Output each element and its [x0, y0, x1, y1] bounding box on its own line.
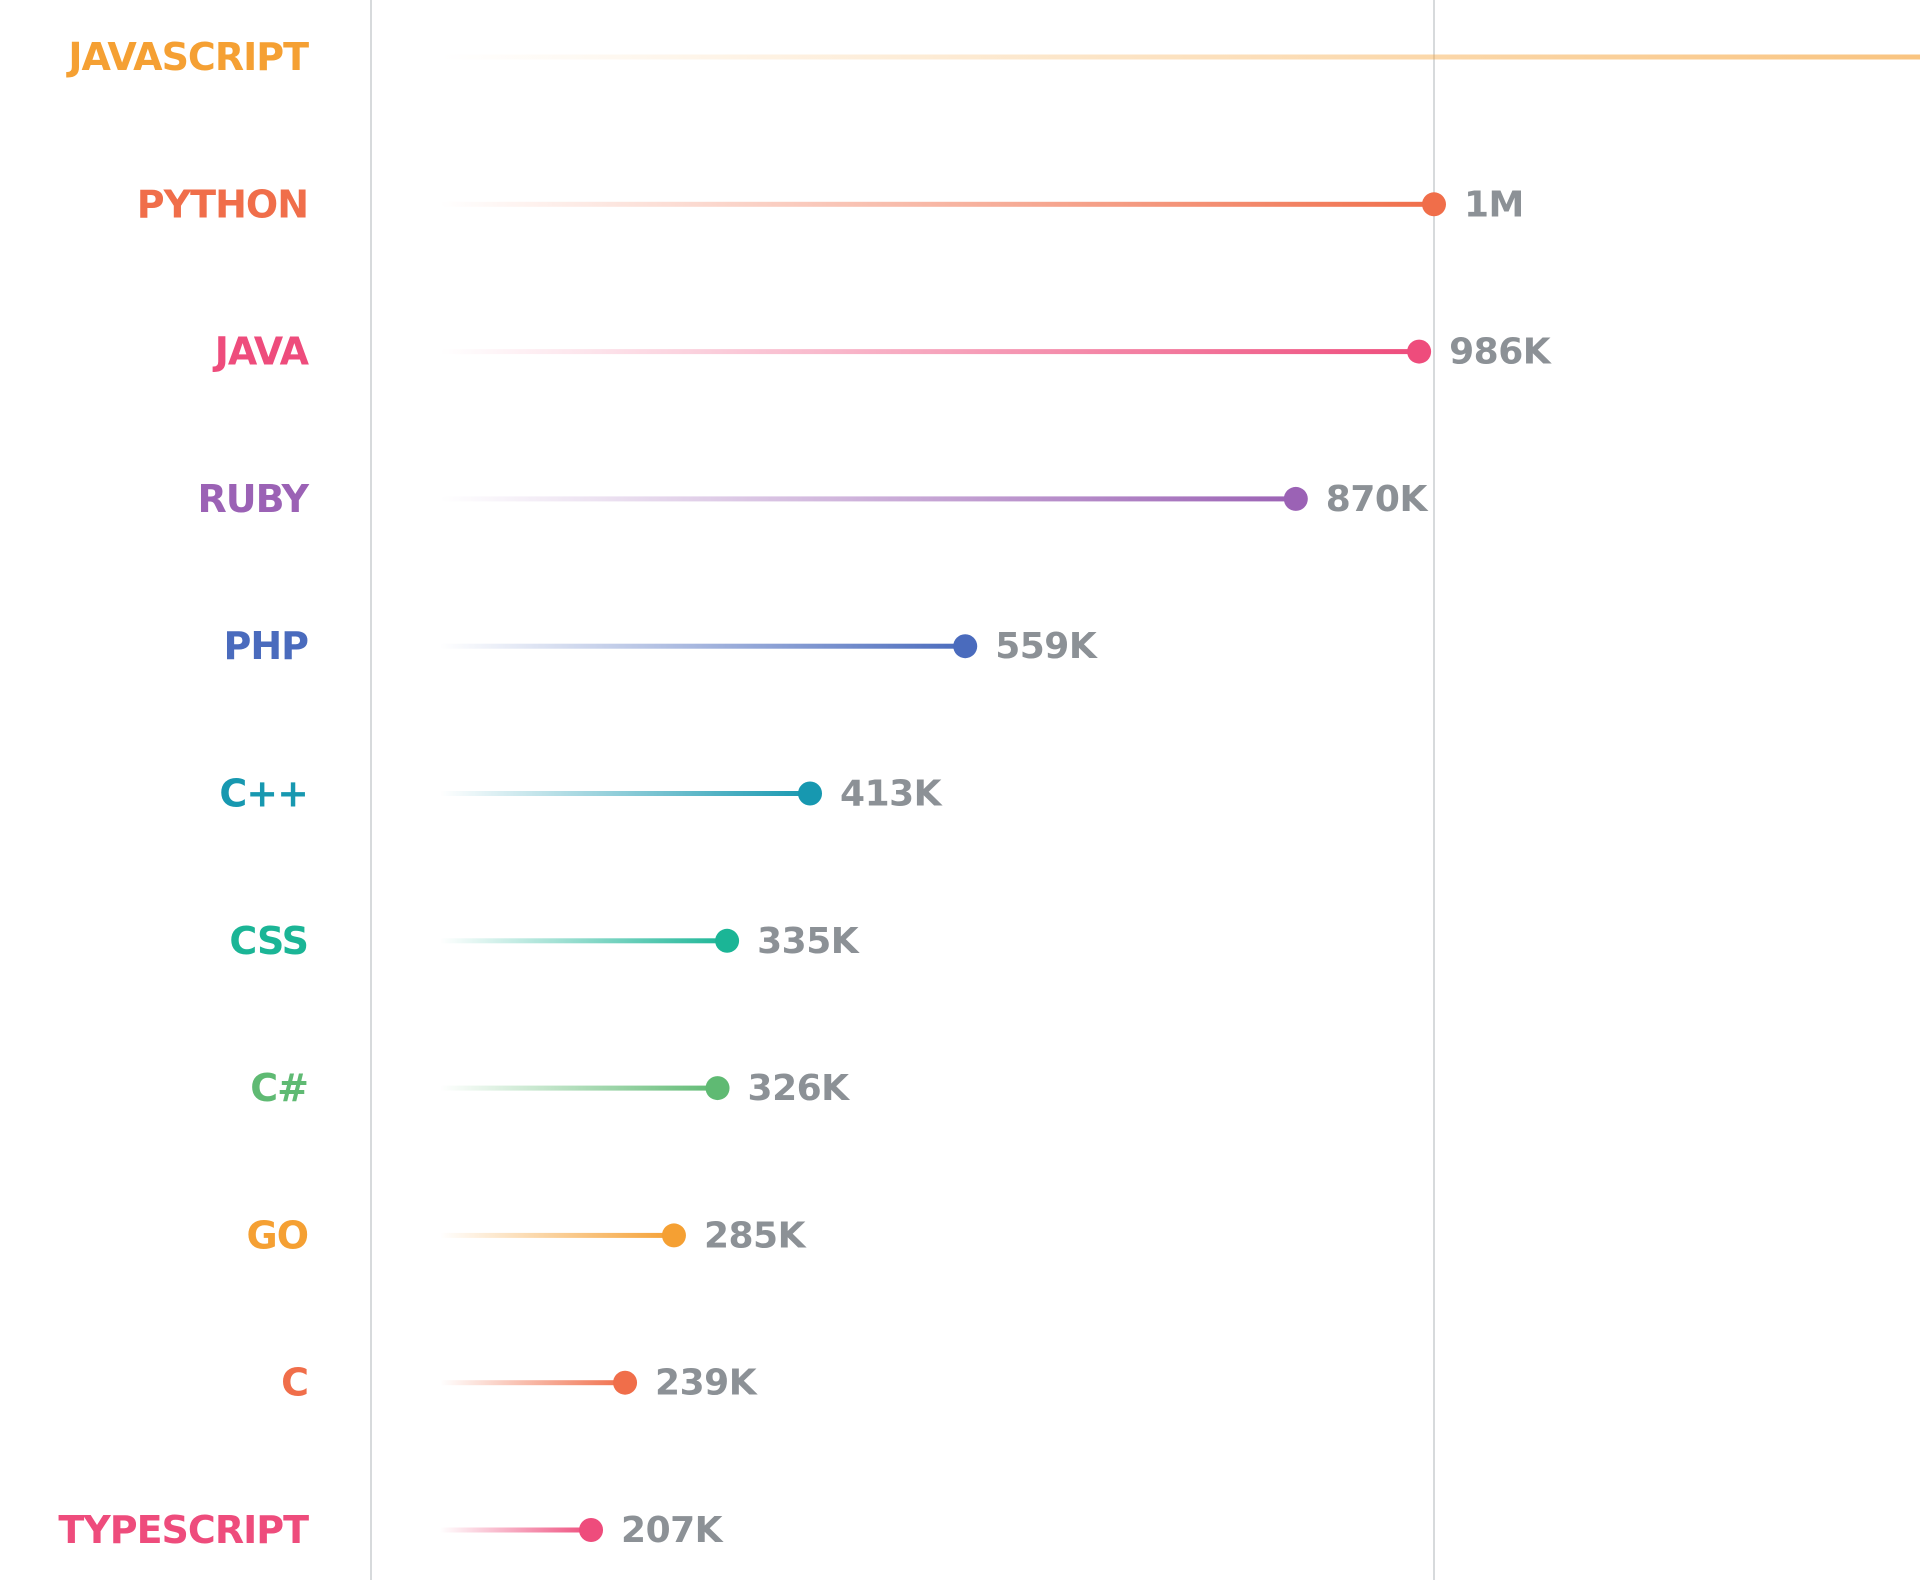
lollipop-dot: [579, 1518, 604, 1542]
lollipop-row: JAVA 986K: [212, 330, 1552, 374]
lollipop-dot: [1422, 192, 1446, 217]
lollipop-dot: [661, 1223, 686, 1248]
lollipop-stem: [440, 54, 1920, 60]
lollipop-row: RUBY 870K: [197, 477, 1428, 521]
category-label: JAVA: [212, 330, 310, 374]
lollipop-row: PYTHON 1M: [137, 182, 1525, 226]
lollipop-stem: [440, 1085, 718, 1091]
lollipop-stem: [440, 938, 728, 944]
value-label: 870K: [1326, 479, 1429, 520]
lollipop-row: C++ 413K: [219, 772, 943, 816]
lollipop-stem: [440, 1527, 592, 1533]
lollipop-row: PHP 559K: [223, 624, 1098, 668]
category-label: PHP: [223, 624, 308, 668]
lollipop-stem: [440, 349, 1420, 355]
lollipop-stem: [440, 201, 1434, 207]
lollipop-stem: [440, 791, 811, 796]
lollipop-dot: [715, 928, 740, 953]
lollipop-stem: [440, 1232, 674, 1238]
value-label: 207K: [621, 1510, 724, 1551]
series-lollipops: JAVASCRIPT2.3M PYTHON 1M JAVA 986K RUBY 870K PH…: [58, 35, 1920, 1552]
category-label: C#: [250, 1066, 308, 1110]
lollipop-dot: [1283, 486, 1308, 511]
category-label: PYTHON: [137, 182, 308, 226]
category-label: CSS: [229, 919, 308, 963]
lollipop-dot: [705, 1076, 730, 1101]
lollipop-stem: [440, 496, 1296, 502]
lollipop-row: C 239K: [281, 1361, 758, 1405]
lollipop-dot: [798, 781, 823, 806]
lollipop-dot: [1407, 339, 1432, 364]
category-label: C: [281, 1361, 308, 1405]
value-label: 239K: [655, 1363, 758, 1404]
lollipop-row: TYPESCRIPT 207K: [58, 1508, 724, 1552]
lollipop-row: CSS 335K: [229, 919, 860, 963]
category-label: JAVASCRIPT: [65, 35, 309, 79]
value-label: 559K: [995, 626, 1098, 667]
gridlines: [370, 0, 1435, 1580]
category-label: C++: [219, 772, 308, 816]
category-label: TYPESCRIPT: [58, 1508, 309, 1552]
value-label: 413K: [840, 774, 943, 815]
lollipop-dot: [953, 634, 978, 659]
value-label: 285K: [704, 1215, 807, 1256]
value-label: 335K: [757, 921, 860, 962]
category-label: RUBY: [197, 477, 309, 521]
lollipop-row: JAVASCRIPT2.3M: [65, 35, 1920, 79]
lollipop-row: C# 326K: [250, 1066, 850, 1110]
value-label: 1M: [1464, 184, 1524, 225]
value-label: 326K: [748, 1068, 851, 1109]
lollipop-row: GO 285K: [247, 1213, 808, 1257]
category-label: GO: [247, 1213, 309, 1257]
value-label: 986K: [1449, 332, 1552, 373]
lollipop-dot: [613, 1370, 638, 1395]
lollipop-stem: [440, 1380, 626, 1386]
lollipop-stem: [440, 643, 966, 649]
